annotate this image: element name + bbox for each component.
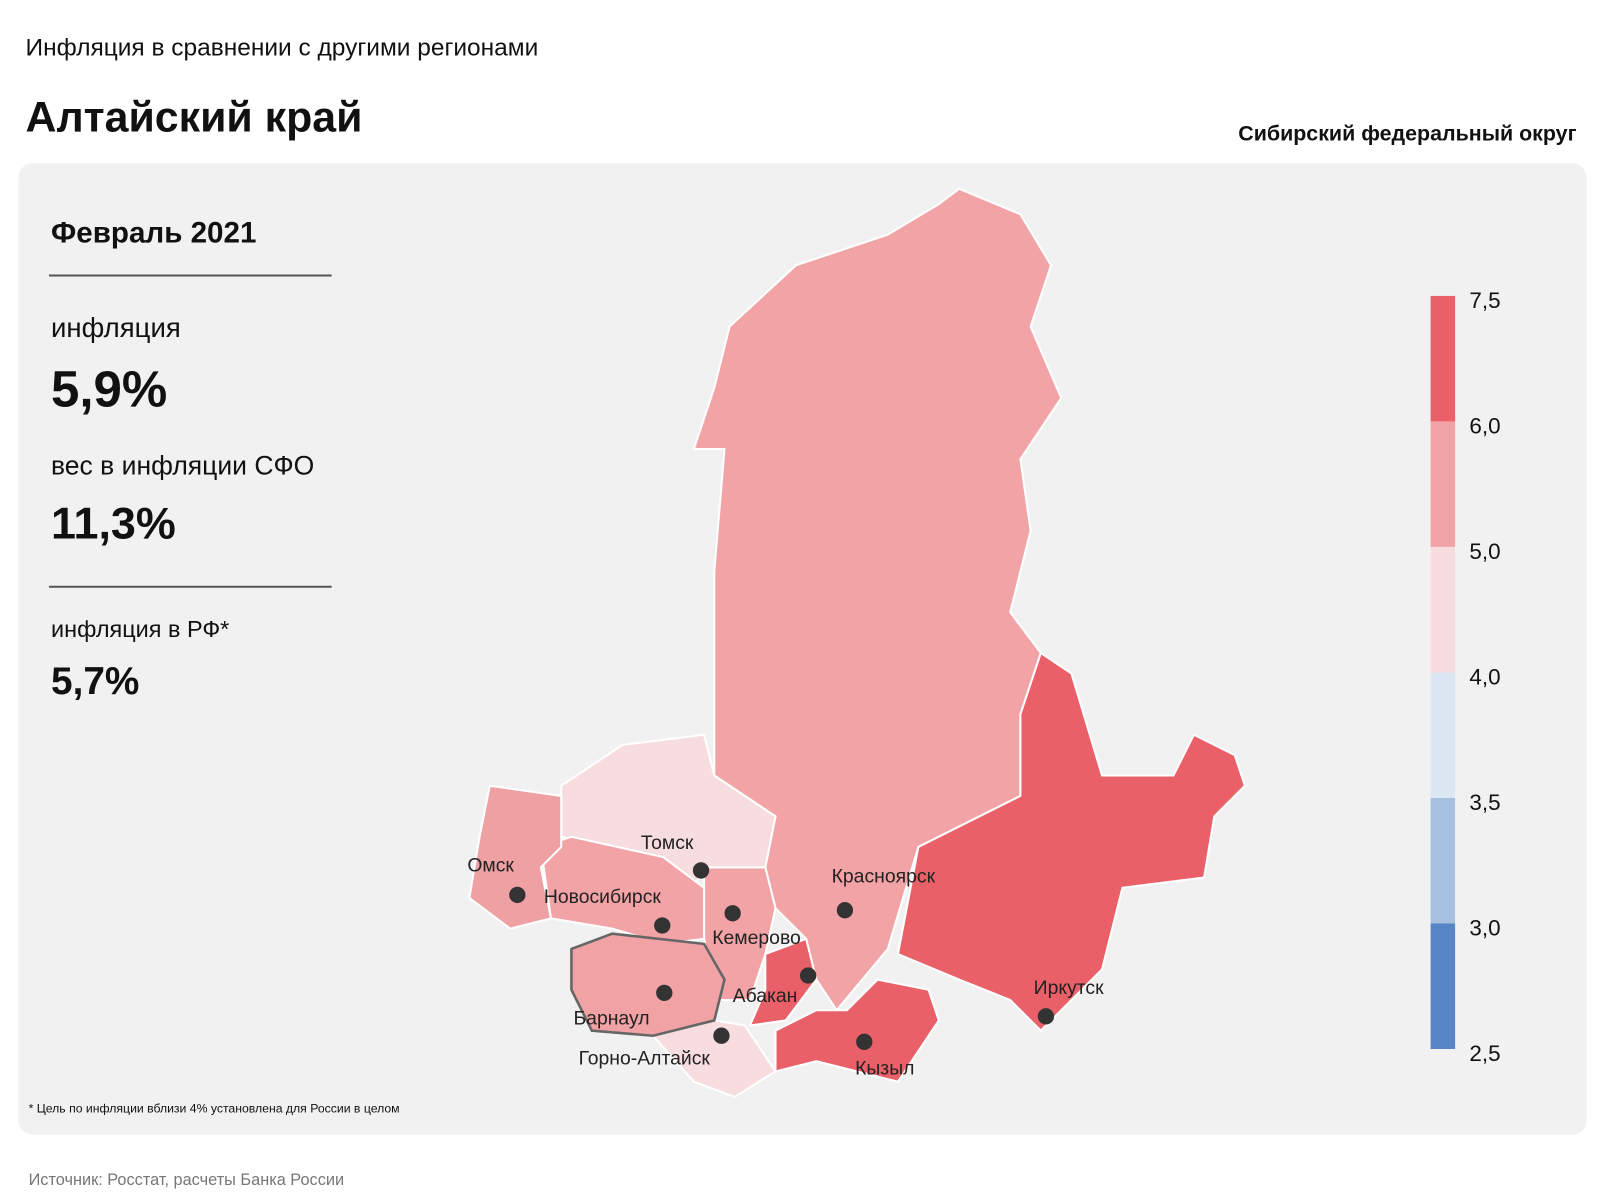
district: Сибирский федеральный округ [1238, 121, 1576, 145]
city-label: Барнаул [573, 1008, 649, 1030]
city-dots [509, 862, 1055, 1051]
city-dot [724, 905, 741, 922]
city-dot [856, 1033, 873, 1051]
region-irkutsk [896, 651, 1247, 1033]
rf-value: 5,7% [51, 660, 139, 703]
city-dot [654, 917, 671, 934]
city-dot [509, 886, 526, 904]
legend-tick-label: 6,0 [1469, 413, 1500, 438]
city-label: Кызыл [855, 1058, 914, 1080]
city-dot [713, 1027, 730, 1044]
legend-band [1430, 546, 1456, 673]
city-label: Томск [641, 832, 694, 854]
legend: 7,5 6,0 5,0 4,0 3,5 3,0 2,5 [1430, 288, 1501, 1066]
source: Источник: Росстат, расчеты Банка России [29, 1171, 345, 1189]
region-tyva [774, 978, 940, 1083]
legend-band [1430, 923, 1456, 1049]
region-omsk [468, 784, 563, 930]
title: Алтайский край [26, 94, 363, 142]
city-label: Красноярск [832, 866, 936, 888]
city-dot [692, 862, 710, 879]
inflation-label: инфляция [51, 312, 181, 343]
city-dot [836, 902, 854, 919]
rf-label: инфляция в РФ* [51, 616, 229, 642]
legend-tick-label: 4,0 [1469, 665, 1500, 690]
map: Омск Томск Новосибирск Красноярск Кемеро… [467, 187, 1247, 1099]
city-label: Омск [467, 854, 514, 876]
legend-tick-label: 5,0 [1469, 539, 1500, 564]
legend-tick-label: 2,5 [1469, 1041, 1500, 1066]
city-label: Кемерово [712, 927, 801, 949]
legend-band [1430, 797, 1456, 924]
legend-band [1430, 672, 1456, 798]
legend-band [1430, 421, 1456, 547]
region-novosibirsk [539, 835, 706, 945]
city-label: Новосибирск [544, 886, 662, 908]
city-label: Абакан [733, 985, 798, 1007]
period: Февраль 2021 [51, 217, 256, 250]
city-label: Горно-Алтайск [579, 1047, 711, 1069]
city-dot [656, 984, 673, 1002]
city-dot [1037, 1008, 1055, 1025]
weight-label: вес в инфляции СФО [51, 450, 314, 480]
city-label: Иркутск [1034, 977, 1104, 999]
inflation-value: 5,9% [51, 360, 167, 417]
legend-tick-label: 7,5 [1469, 288, 1500, 313]
region-altai-krai [570, 932, 726, 1038]
legend-tick-label: 3,0 [1469, 916, 1500, 941]
legend-tick-label: 3,5 [1469, 790, 1500, 815]
footnote: * Цель по инфляции вблизи 4% установлена… [29, 1101, 400, 1115]
city-dot [800, 967, 817, 984]
region-krasnoyarsk [692, 187, 1063, 1012]
weight-value: 11,3% [51, 497, 176, 548]
region-khakassia [748, 937, 818, 1027]
subtitle: Инфляция в сравнении с другими регионами [26, 34, 539, 61]
legend-band [1430, 295, 1456, 422]
